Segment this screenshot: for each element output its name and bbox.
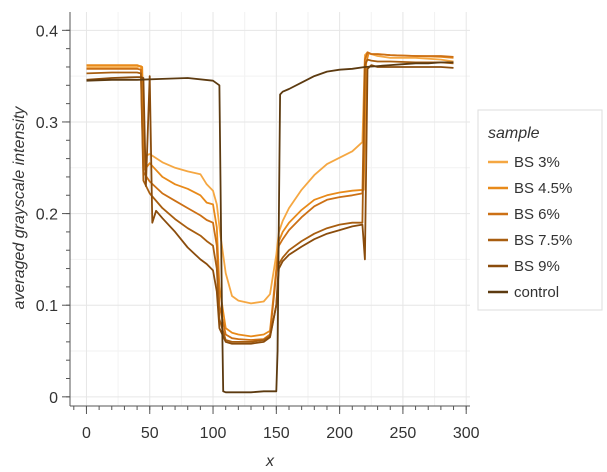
legend: sample BS 3% BS 4.5% BS 6% BS 7.5% BS 9% cont… bbox=[477, 109, 603, 311]
legend-label: BS 7.5% bbox=[514, 232, 572, 249]
y-tick-label: 0.3 bbox=[36, 115, 58, 132]
legend-label: BS 3% bbox=[514, 154, 560, 171]
x-axis-label: x bbox=[265, 453, 275, 470]
y-tick-label: 0 bbox=[49, 390, 58, 407]
y-tick-label: 0.4 bbox=[36, 23, 58, 40]
x-tick-label: 250 bbox=[390, 425, 417, 442]
x-tick-label: 300 bbox=[453, 425, 480, 442]
legend-label: BS 4.5% bbox=[514, 180, 572, 197]
legend-label: BS 9% bbox=[514, 258, 560, 275]
legend-box bbox=[477, 109, 603, 311]
series-lines bbox=[86, 51, 454, 394]
x-tick-label: 50 bbox=[141, 425, 159, 442]
x-tick-label: 200 bbox=[326, 425, 353, 442]
legend-title: sample bbox=[488, 125, 540, 142]
series-line bbox=[86, 52, 454, 338]
grid-lines bbox=[70, 12, 470, 406]
x-tick-label: 0 bbox=[82, 425, 91, 442]
series-line bbox=[86, 58, 454, 343]
x-tick-label: 100 bbox=[200, 425, 227, 442]
y-tick-label: 0.1 bbox=[36, 298, 58, 315]
legend-items: BS 3% BS 4.5% BS 6% BS 7.5% BS 9% control bbox=[488, 154, 572, 301]
series-line bbox=[86, 64, 454, 345]
x-ticks: 0 50 100 150 200 250 300 bbox=[73, 406, 480, 442]
x-tick-label: 150 bbox=[263, 425, 290, 442]
series-line bbox=[86, 61, 454, 394]
y-ticks: 0 0.1 0.2 0.3 0.4 bbox=[36, 23, 70, 407]
y-axis-label: averaged grayscale intensity bbox=[11, 106, 28, 310]
legend-label: control bbox=[514, 284, 559, 301]
legend-label: BS 6% bbox=[514, 206, 560, 223]
series-line bbox=[86, 51, 454, 341]
y-tick-label: 0.2 bbox=[36, 207, 58, 224]
